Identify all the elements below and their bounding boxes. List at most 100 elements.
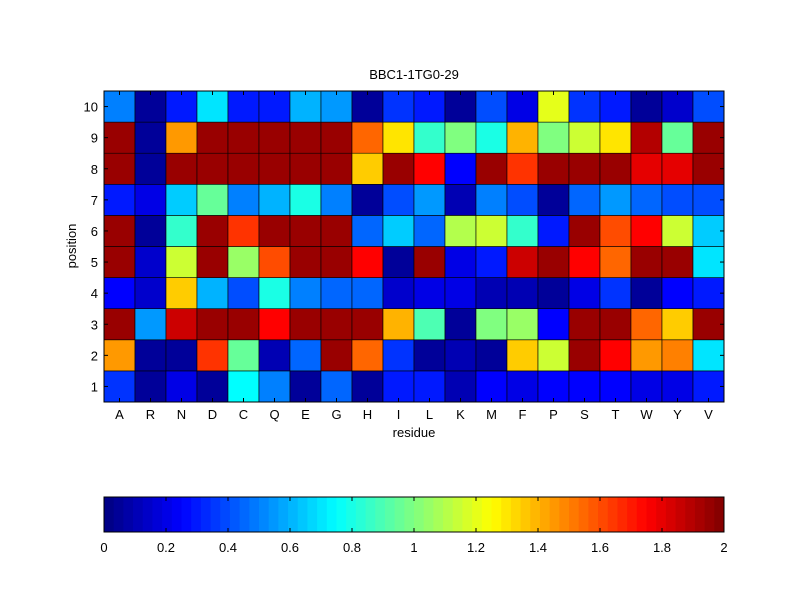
heatmap-cell [258, 184, 291, 216]
colorbar-segment [162, 497, 173, 532]
heatmap-cell [134, 277, 167, 310]
heatmap-cell [692, 246, 725, 278]
heatmap-cell [134, 339, 167, 372]
colorbar-segment [268, 497, 279, 532]
colorbar-ticks: 0 0.2 0.4 0.6 0.8 1 1.2 1.4 1.6 1.8 2 [100, 497, 728, 555]
x-tick-label: R [146, 407, 155, 422]
colorbar-segment [404, 497, 415, 532]
heatmap-cell [537, 339, 570, 372]
heatmap-cell [537, 215, 570, 247]
heatmap-cell [289, 90, 322, 123]
colorbar-segment [346, 497, 357, 532]
heatmap-cell [165, 184, 198, 216]
heatmap-cell [444, 308, 477, 341]
colorbar-segment [617, 497, 628, 532]
heatmap-cell [599, 90, 632, 123]
heatmap-cell [165, 90, 198, 123]
colorbar-segment [559, 497, 570, 532]
heatmap-cell [103, 339, 136, 372]
heatmap-cell [630, 339, 663, 372]
heatmap-cell [382, 370, 415, 403]
heatmap-cell [227, 277, 260, 310]
heatmap-cell [258, 152, 291, 185]
colorbar-segment [278, 497, 289, 532]
y-tick-label: 4 [91, 286, 98, 301]
colorbar-tick-label: 0.4 [219, 540, 237, 555]
x-tick-label: H [363, 407, 372, 422]
colorbar-segment [181, 497, 192, 532]
colorbar [104, 497, 725, 532]
y-tick-label: 3 [91, 317, 98, 332]
heatmap-cell [134, 246, 167, 278]
colorbar-segment [491, 497, 502, 532]
heatmap-cell [320, 90, 353, 123]
heatmap-cell [692, 152, 725, 185]
heatmap-cell [444, 184, 477, 216]
heatmap-cell [537, 246, 570, 278]
heatmap-cell [475, 308, 508, 341]
heatmap-cell [103, 277, 136, 310]
y-tick-label: 10 [84, 100, 98, 115]
colorbar-segment [259, 497, 270, 532]
y-tick-label: 6 [91, 224, 98, 239]
heatmap-cell [661, 121, 694, 154]
heatmap-cell [196, 152, 229, 185]
heatmap-cell [444, 121, 477, 154]
heatmap-cell [537, 277, 570, 310]
x-tick-label: K [456, 407, 465, 422]
heatmap-cell [258, 339, 291, 372]
x-tick-label: C [239, 407, 248, 422]
colorbar-tick-label: 1.8 [653, 540, 671, 555]
x-tick-label: S [580, 407, 589, 422]
heatmap-cell [568, 215, 601, 247]
heatmap-cell [630, 246, 663, 278]
heatmap-cell [382, 184, 415, 216]
y-tick-label: 8 [91, 162, 98, 177]
x-tick-label: Y [673, 407, 682, 422]
heatmap-cell [258, 277, 291, 310]
heatmap-cell [382, 121, 415, 154]
heatmap-cell [227, 184, 260, 216]
heatmap-cell [506, 90, 539, 123]
heatmap-cell [351, 184, 384, 216]
x-tick-label: D [208, 407, 217, 422]
colorbar-segment [307, 497, 318, 532]
heatmap-cell [196, 339, 229, 372]
colorbar-segment [210, 497, 221, 532]
heatmap-cell [351, 277, 384, 310]
heatmap-cell [506, 339, 539, 372]
heatmap-cell [475, 121, 508, 154]
heatmap-cell [382, 152, 415, 185]
heatmap-cell [506, 277, 539, 310]
colorbar-segment [191, 497, 202, 532]
colorbar-segment [607, 497, 618, 532]
heatmap-cell [599, 370, 632, 403]
heatmap-cell [444, 215, 477, 247]
colorbar-segment [685, 497, 696, 532]
colorbar-segment [704, 497, 715, 532]
heatmap-cell [382, 90, 415, 123]
heatmap-cell [320, 308, 353, 341]
heatmap-cell [351, 246, 384, 278]
heatmap-cell [134, 152, 167, 185]
heatmap-cell [692, 121, 725, 154]
heatmap-cell [506, 246, 539, 278]
colorbar-segment [588, 497, 599, 532]
colorbar-segment [520, 497, 531, 532]
colorbar-segment [249, 497, 260, 532]
heatmap-cell [413, 184, 446, 216]
heatmap-cell [134, 370, 167, 403]
colorbar-segment [675, 497, 686, 532]
heatmap-cell [413, 90, 446, 123]
plot-frame [103, 90, 725, 403]
heatmap-cell [599, 277, 632, 310]
heatmap-cell [661, 152, 694, 185]
colorbar-tick-label: 0.8 [343, 540, 361, 555]
colorbar-tick-label: 1.6 [591, 540, 609, 555]
heatmap-cell [661, 184, 694, 216]
heatmap-cell [351, 339, 384, 372]
colorbar-segment [636, 497, 647, 532]
heatmap-cell [351, 215, 384, 247]
heatmap-cell [258, 90, 291, 123]
heatmap-cell [692, 277, 725, 310]
